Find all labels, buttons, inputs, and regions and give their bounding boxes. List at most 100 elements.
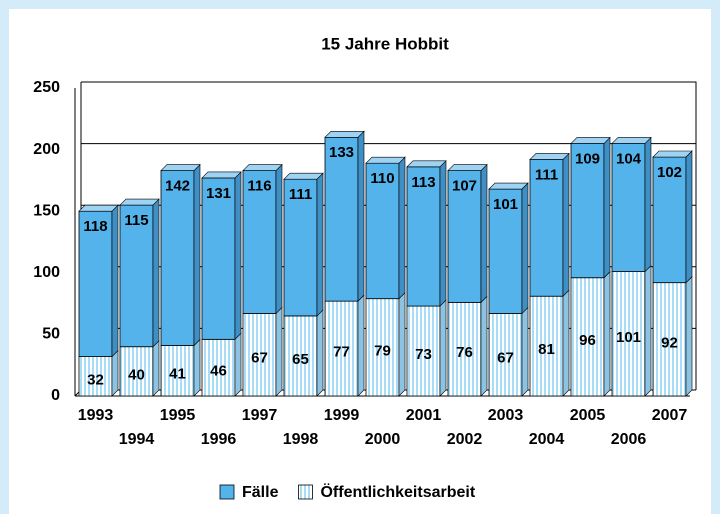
bar-segment (488, 188, 523, 314)
bar-side (439, 299, 447, 397)
data-label: 76 (456, 344, 473, 361)
bar-top (78, 204, 119, 212)
bar-segment (447, 170, 482, 303)
data-label: 32 (87, 371, 104, 388)
data-label: 113 (411, 174, 435, 191)
data-label: 81 (538, 341, 555, 358)
x-tick-label: 1994 (119, 431, 155, 448)
data-label: 115 (124, 212, 148, 229)
bar-top (160, 164, 201, 171)
bar-side (685, 150, 693, 284)
bar-top (406, 160, 447, 168)
bar-segment (529, 159, 564, 297)
bar-segment (283, 315, 318, 397)
bar-segment (119, 346, 154, 397)
bar-segment (488, 313, 523, 397)
bar-side (193, 163, 201, 347)
data-label: 101 (616, 329, 641, 346)
data-label: 101 (493, 196, 518, 213)
bar-side (439, 160, 447, 307)
bar-top (119, 198, 160, 206)
x-tick-label: 2003 (488, 407, 524, 424)
bar-segment (570, 277, 605, 397)
bar-top (529, 153, 570, 160)
data-label: 65 (292, 351, 309, 368)
bar-segment (283, 178, 318, 317)
legend-label: Fälle (242, 484, 279, 501)
y-tick-label: 200 (33, 141, 60, 158)
x-tick-label: 2005 (570, 407, 606, 424)
bar-side (521, 182, 529, 315)
bar-side (234, 171, 242, 341)
bar-segment (611, 271, 646, 397)
bar-segment (201, 338, 236, 397)
data-label: 104 (616, 150, 642, 167)
data-label: 107 (452, 178, 477, 195)
bar-segment (160, 170, 195, 346)
bar-side (193, 338, 201, 397)
bar-segment (447, 301, 482, 397)
bar-side (480, 295, 488, 397)
x-tick-label: 2001 (406, 407, 442, 424)
bar-segment (652, 156, 687, 284)
data-label: 96 (579, 332, 596, 349)
y-tick-label: 100 (33, 264, 60, 281)
x-tick-label: 1998 (283, 431, 319, 448)
x-tick-label: 1999 (324, 407, 360, 424)
bar-segment (201, 177, 236, 340)
bar-segment (611, 143, 646, 272)
bar-top (611, 137, 652, 144)
bar-side (398, 156, 406, 300)
bar-top (652, 150, 693, 158)
bar-top (283, 172, 324, 180)
data-label: 67 (251, 350, 268, 367)
x-tick-label: 2006 (611, 431, 647, 448)
bar-top (570, 137, 611, 144)
legend-swatch (219, 484, 235, 500)
data-label: 116 (247, 178, 271, 195)
bar-side (152, 198, 160, 348)
y-tick-label: 250 (33, 79, 60, 96)
bar-top (242, 164, 283, 171)
bar-segment (406, 166, 441, 307)
x-tick-label: 1996 (201, 431, 237, 448)
data-label: 109 (575, 150, 600, 167)
data-label: 79 (374, 342, 391, 359)
bar-side (275, 163, 283, 315)
data-label: 131 (206, 185, 231, 202)
bar-top (365, 156, 406, 164)
bar-side (152, 339, 160, 397)
data-label: 40 (128, 366, 145, 383)
data-label: 92 (661, 334, 678, 351)
bar-side (357, 130, 365, 302)
y-tick-label: 150 (33, 202, 60, 219)
x-tick-label: 2007 (652, 407, 688, 424)
bar-segment (78, 356, 113, 397)
bar-side (111, 204, 119, 358)
data-label: 111 (535, 166, 558, 183)
legend-swatch (298, 484, 313, 500)
x-tick-label: 2002 (447, 431, 483, 448)
bar-top (201, 171, 242, 179)
bar-side (603, 136, 611, 279)
bar-side (480, 163, 488, 304)
x-tick-label: 1995 (160, 407, 196, 424)
data-label: 118 (83, 218, 107, 235)
y-tick-label: 50 (42, 326, 60, 343)
bar-side (316, 309, 324, 397)
data-label: 46 (210, 363, 227, 380)
data-label: 110 (370, 170, 394, 187)
bar-side (357, 294, 365, 397)
x-tick-label: 2000 (365, 431, 401, 448)
legend-label: Öffentlichkeitsarbeit (320, 482, 475, 501)
data-label: 142 (165, 178, 190, 195)
bar-side (234, 332, 242, 397)
bar-side (644, 136, 652, 273)
data-label: 67 (497, 350, 514, 367)
bar-side (521, 306, 529, 397)
data-label: 133 (329, 144, 354, 161)
x-tick-label: 2004 (529, 431, 565, 448)
bar-side (562, 289, 570, 397)
x-tick-label: 1997 (242, 407, 278, 424)
